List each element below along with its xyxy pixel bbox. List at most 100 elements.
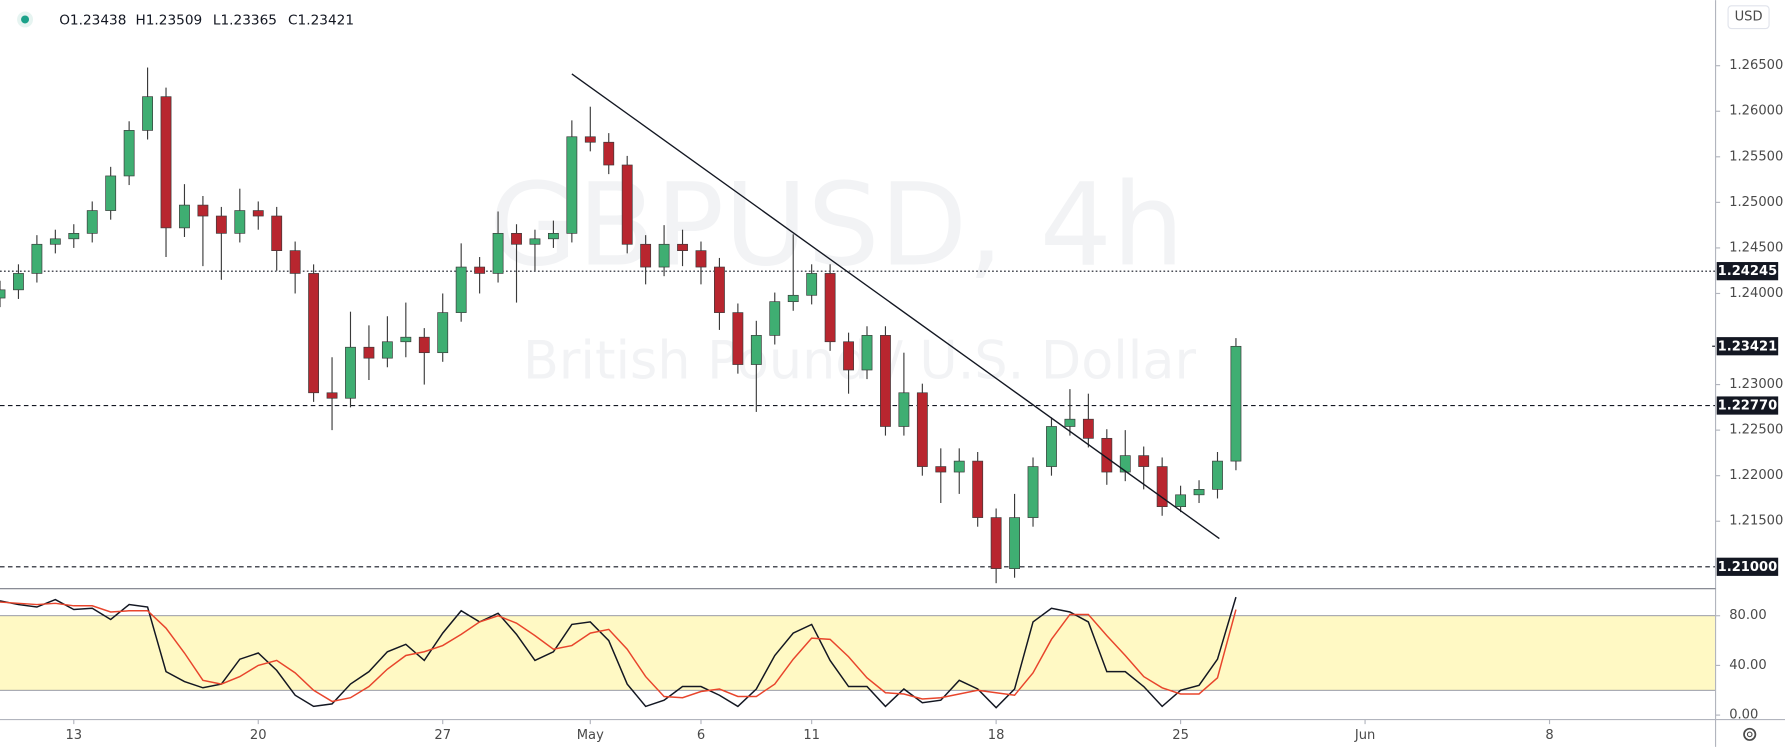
candle-body [455,266,467,313]
x-tick-label: 8 [1545,728,1553,743]
candle-body [732,312,744,365]
candle-body [31,243,43,274]
candle-body [105,175,117,211]
candle-body [1101,437,1113,473]
watermark-description: British Pound / U.S. Dollar [523,330,1196,391]
candle-body [658,243,670,268]
candle-body [1027,466,1039,518]
candle-body [1230,345,1242,462]
candle-body [68,232,80,240]
y-tick-label: 1.25000 [1729,195,1783,210]
y-tick-label: 1.24000 [1729,286,1783,301]
candle-body [234,210,246,234]
candle-body [843,341,854,371]
candle-body [197,204,209,217]
candle-body [271,215,283,251]
y-tick-label: 0.00 [1729,708,1758,723]
y-tick-label: 1.22000 [1729,468,1783,483]
candle-body [529,238,541,245]
candle-body [584,136,596,143]
x-tick-label: 13 [65,728,82,743]
candle-body [215,215,227,234]
candle-body [566,136,578,234]
candle-body [1156,466,1168,508]
horizontal-line-label-box [1716,557,1779,576]
x-tick-label: 18 [988,728,1005,743]
candle-body [86,210,98,234]
candle-body [695,250,707,268]
candle-body [1082,418,1094,439]
oscillator-band [0,615,1716,691]
legend-open: O1.23438 [59,13,126,29]
candle-body [345,346,356,399]
oscillator-line [0,601,1237,703]
x-tick-label: 11 [803,728,820,743]
candle-body [437,312,449,354]
horizontal-line-label-box [1716,262,1779,281]
settings-icon[interactable] [1743,727,1757,741]
candle-body [1009,517,1020,569]
candle-body [49,238,61,245]
y-tick-label: 1.24500 [1729,240,1783,255]
candle-body [714,266,725,313]
candle-body [953,460,965,473]
x-tick-label: 20 [250,728,267,743]
candle-body [1138,455,1150,467]
candle-body [769,301,781,336]
last-price-label: 1.23421 [1718,339,1778,354]
candle-body [787,294,799,303]
candle-body [898,392,910,427]
candle-body [1046,426,1057,467]
candle-body [547,232,559,240]
candle-body [677,243,688,251]
legend-close: C1.23421 [288,13,354,29]
candle-body [603,141,615,166]
candle-body [1064,418,1076,427]
candle-body [621,164,633,245]
y-tick-label: 40.00 [1729,658,1766,673]
candle-body [381,341,393,359]
candle-body [1175,494,1187,508]
candle-body [252,210,264,217]
candle-body [511,232,522,245]
candle-body [1119,455,1131,473]
candle-body [289,250,301,274]
trendline [571,73,1220,540]
candle-body [750,335,762,365]
candle-body [418,336,430,354]
candle-body [492,232,504,274]
candle-body [0,289,6,299]
x-tick-label: May [577,728,604,743]
legend-low: L1.23365 [213,13,277,29]
legend-icon-dot [21,15,30,24]
y-tick-label: 1.22500 [1729,423,1783,438]
candle-body [160,96,172,229]
horizontal-line-label-box [1716,396,1779,415]
candle-body [179,204,190,229]
candle-body [972,460,984,518]
candle-body [861,335,873,371]
candle-body [824,273,836,343]
candle-body [123,130,135,177]
candle-body [880,335,891,427]
oscillator-line [0,596,1237,709]
candle-body [363,346,375,359]
x-tick-label: Jun [1354,728,1375,743]
candle-body [326,392,338,399]
candle-body [1193,489,1205,496]
candle-body [1212,460,1223,490]
currency-box[interactable] [1727,5,1770,30]
settings-gear [1743,727,1757,741]
candle-body [806,273,818,296]
candle-body [640,243,652,268]
y-tick-label: 1.26000 [1729,104,1783,119]
x-tick-label: 27 [434,728,451,743]
candle-body [13,273,24,291]
candle-body [308,273,320,394]
y-tick-label: 80.00 [1729,608,1766,623]
horizontal-line-label: 1.21000 [1718,560,1778,575]
horizontal-line-label: 1.22770 [1718,399,1778,414]
candle-body [400,336,412,343]
candle-body [916,392,928,467]
